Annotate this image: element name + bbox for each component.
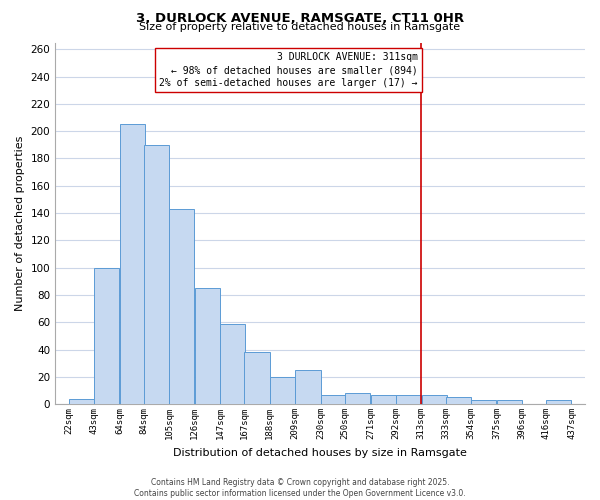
Bar bbox=[220, 324, 245, 404]
Bar bbox=[396, 394, 421, 404]
Bar bbox=[547, 400, 571, 404]
Bar bbox=[295, 370, 320, 404]
Bar bbox=[321, 394, 346, 404]
Bar bbox=[94, 268, 119, 404]
Y-axis label: Number of detached properties: Number of detached properties bbox=[15, 136, 25, 311]
Bar bbox=[497, 400, 522, 404]
X-axis label: Distribution of detached houses by size in Ramsgate: Distribution of detached houses by size … bbox=[173, 448, 467, 458]
Bar bbox=[270, 377, 295, 404]
Bar bbox=[195, 288, 220, 404]
Bar bbox=[119, 124, 145, 404]
Text: 3 DURLOCK AVENUE: 311sqm
← 98% of detached houses are smaller (894)
2% of semi-d: 3 DURLOCK AVENUE: 311sqm ← 98% of detach… bbox=[159, 52, 418, 88]
Bar bbox=[244, 352, 269, 404]
Bar bbox=[169, 209, 194, 404]
Text: Size of property relative to detached houses in Ramsgate: Size of property relative to detached ho… bbox=[139, 22, 461, 32]
Bar bbox=[422, 394, 446, 404]
Text: 3, DURLOCK AVENUE, RAMSGATE, CT11 0HR: 3, DURLOCK AVENUE, RAMSGATE, CT11 0HR bbox=[136, 12, 464, 26]
Text: Contains HM Land Registry data © Crown copyright and database right 2025.
Contai: Contains HM Land Registry data © Crown c… bbox=[134, 478, 466, 498]
Bar bbox=[68, 398, 94, 404]
Bar bbox=[446, 398, 471, 404]
Bar bbox=[371, 394, 395, 404]
Bar bbox=[144, 145, 169, 404]
Bar bbox=[345, 393, 370, 404]
Bar bbox=[471, 400, 496, 404]
